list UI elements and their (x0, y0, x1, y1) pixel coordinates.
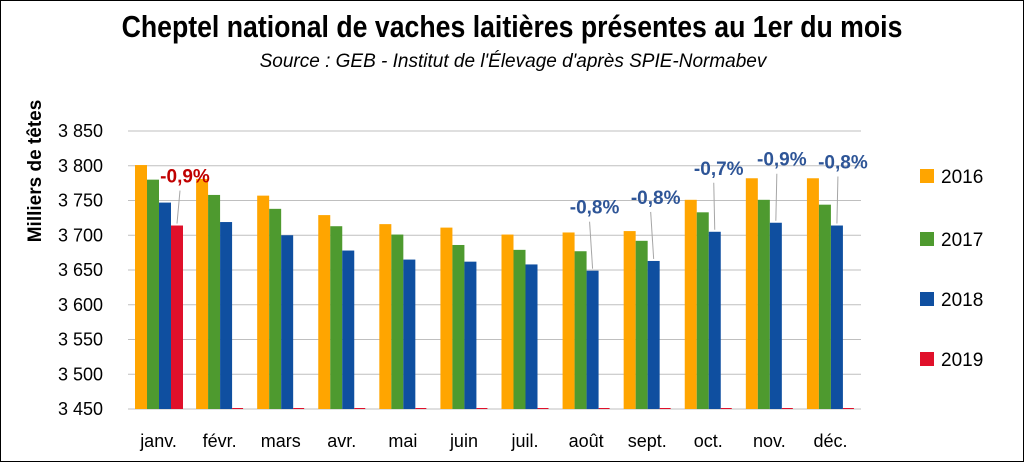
bar (452, 244, 465, 409)
annotations: -0,9% -0,8% -0,8% -0,7% -0,9% -0,8% (160, 150, 868, 269)
legend-swatch (920, 352, 934, 366)
chart-subtitle: Source : GEB - Institut de l'Élevage d'a… (259, 51, 767, 72)
x-tick-label: sept. (628, 431, 667, 451)
bar (501, 234, 514, 409)
x-tick-label: déc. (813, 431, 847, 451)
x-tick-label: mai (388, 431, 417, 451)
annotation-leader (836, 176, 839, 224)
bar (159, 202, 171, 409)
bar (708, 231, 721, 409)
annotation-label: -0,8% (570, 198, 620, 219)
bar (171, 225, 183, 409)
x-tick-label: août (569, 431, 604, 451)
bar (696, 212, 709, 409)
annotation-label: -0,9% (757, 150, 807, 171)
legend-swatch (920, 292, 934, 306)
x-tick-label: mars (261, 431, 301, 451)
y-axis-label: Milliers de têtes (25, 100, 46, 243)
y-tick-label: 3 700 (58, 225, 103, 245)
bar (464, 261, 477, 409)
annotation-leader (176, 190, 181, 224)
annotation-label: -0,7% (694, 159, 744, 180)
bar (330, 226, 343, 409)
bar (403, 259, 416, 409)
bar (220, 222, 233, 409)
bar (196, 178, 209, 409)
bar (208, 194, 221, 409)
y-tick-label: 3 750 (58, 191, 103, 211)
y-tick-label: 3 800 (58, 156, 103, 176)
y-tick-label: 3 850 (58, 121, 103, 141)
bar (513, 249, 526, 409)
bar (806, 178, 819, 409)
bar (623, 231, 636, 409)
annotation-leader (775, 173, 778, 221)
y-axis-ticks: 3 450 3 500 3 550 3 600 3 650 3 700 3 750 3 800… (58, 121, 103, 419)
legend-label: 2017 (941, 230, 983, 251)
bars (135, 165, 854, 409)
x-tick-label: juin (449, 431, 478, 451)
bar (440, 227, 453, 409)
legend-label: 2018 (941, 290, 983, 311)
legend-label: 2019 (941, 350, 983, 371)
bar (342, 250, 355, 409)
bar (769, 222, 782, 409)
bar (281, 235, 294, 409)
bar (830, 225, 843, 409)
y-tick-label: 3 500 (58, 364, 103, 384)
bar (635, 240, 648, 409)
legend-label: 2016 (941, 167, 983, 188)
y-tick-label: 3 450 (58, 399, 103, 419)
annotation-label: -0,9% (160, 167, 210, 188)
annotation-leader (713, 182, 716, 230)
chart-title: Cheptel national de vaches laitières pré… (121, 9, 903, 44)
annotation-leader (650, 211, 655, 259)
bar (574, 251, 587, 409)
x-tick-label: juil. (511, 431, 539, 451)
annotation-label: -0,8% (818, 153, 868, 174)
bar (757, 199, 770, 409)
annotation-leader (589, 221, 594, 269)
legend-swatch (920, 169, 934, 183)
bar (257, 195, 270, 409)
legend: 2016 2017 2018 2019 (920, 167, 983, 371)
bar (818, 204, 831, 409)
bar (562, 232, 575, 409)
gridlines (128, 130, 861, 410)
legend-swatch (920, 232, 934, 246)
bar (525, 264, 538, 409)
x-tick-label: janv. (139, 431, 177, 451)
bar (745, 178, 758, 409)
bar (135, 165, 147, 409)
y-tick-label: 3 650 (58, 260, 103, 280)
bar (391, 234, 404, 409)
bar (147, 179, 159, 409)
bar (586, 270, 599, 409)
x-tick-label: oct. (694, 431, 723, 451)
x-tick-label: avr. (327, 431, 356, 451)
bar (684, 199, 697, 409)
bar (647, 260, 660, 409)
annotation-label: -0,8% (631, 188, 681, 209)
x-tick-label: nov. (753, 431, 786, 451)
x-axis-ticks: janv. févr. mars avr. mai juin juil. août sept. o… (139, 431, 847, 451)
y-tick-label: 3 550 (58, 330, 103, 350)
bar (318, 215, 331, 409)
bar (269, 208, 282, 409)
x-tick-label: févr. (203, 431, 237, 451)
bar (379, 224, 392, 409)
y-tick-label: 3 600 (58, 295, 103, 315)
